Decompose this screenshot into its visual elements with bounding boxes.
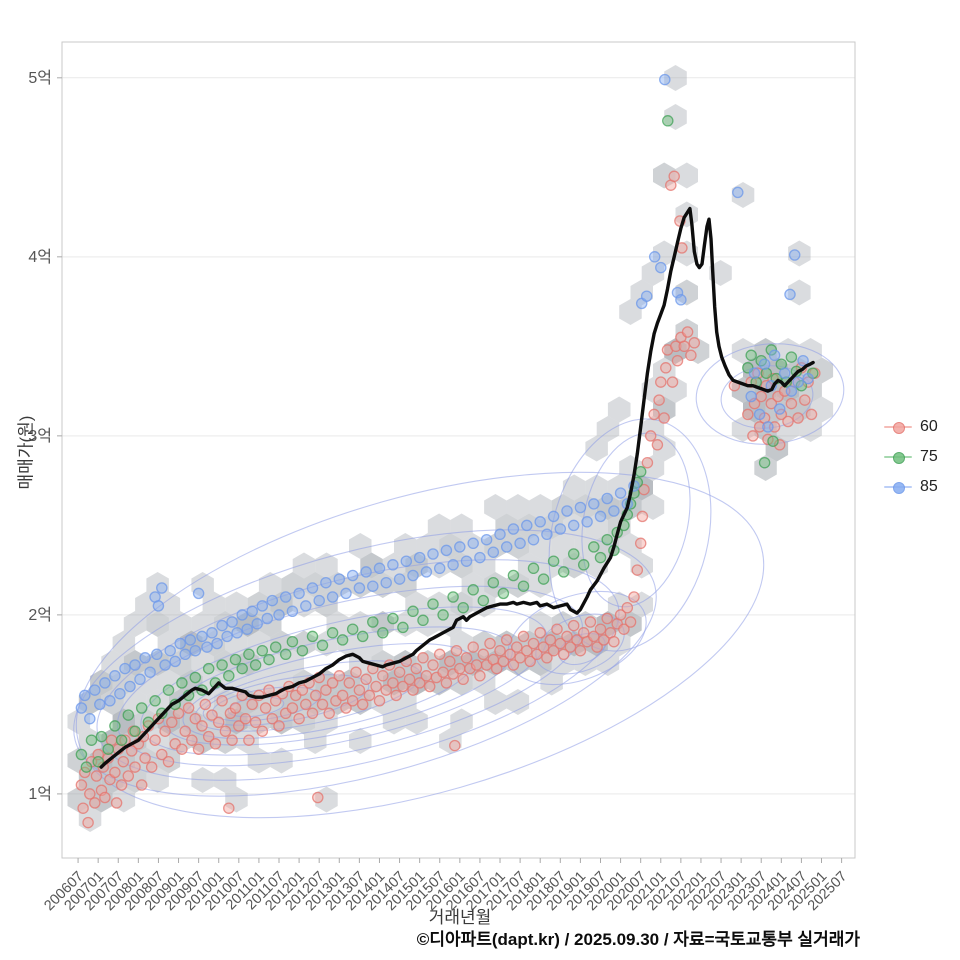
legend-label-60: 60 <box>920 418 938 435</box>
legend-dot-75 <box>893 452 905 464</box>
y-axis-title: 매매가(원) <box>16 415 36 490</box>
trend-line <box>99 206 815 769</box>
legend: 60 75 85 <box>884 412 938 502</box>
y-axis: 1억 2억 3억 4억 5억 <box>28 69 62 803</box>
legend-marker-60 <box>884 421 912 434</box>
legend-label-75: 75 <box>920 448 938 465</box>
legend-item-75: 75 <box>884 442 938 472</box>
scatter-layer-60 <box>75 170 821 829</box>
y-tick-label: 3억 <box>28 427 52 445</box>
source-attribution: ©디아파트(dapt.kr) / 2025.09.30 / 자료=국토교통부 실… <box>416 930 860 949</box>
legend-item-85: 85 <box>884 472 938 502</box>
legend-marker-75 <box>884 451 912 464</box>
legend-dot-60 <box>893 422 905 434</box>
legend-marker-85 <box>884 481 912 494</box>
y-tick-label: 5억 <box>28 69 52 87</box>
y-tick-label: 2억 <box>28 606 52 624</box>
gridlines <box>62 77 855 795</box>
legend-label-85: 85 <box>920 478 938 495</box>
y-tick-label: 4억 <box>28 248 52 266</box>
scatter-layer-85 <box>75 73 814 725</box>
legend-dot-85 <box>893 482 905 494</box>
y-tick-label: 1억 <box>28 785 52 803</box>
x-axis-title: 거래년월 <box>428 908 492 927</box>
plot-border <box>61 41 856 859</box>
legend-item-60: 60 <box>884 412 938 442</box>
